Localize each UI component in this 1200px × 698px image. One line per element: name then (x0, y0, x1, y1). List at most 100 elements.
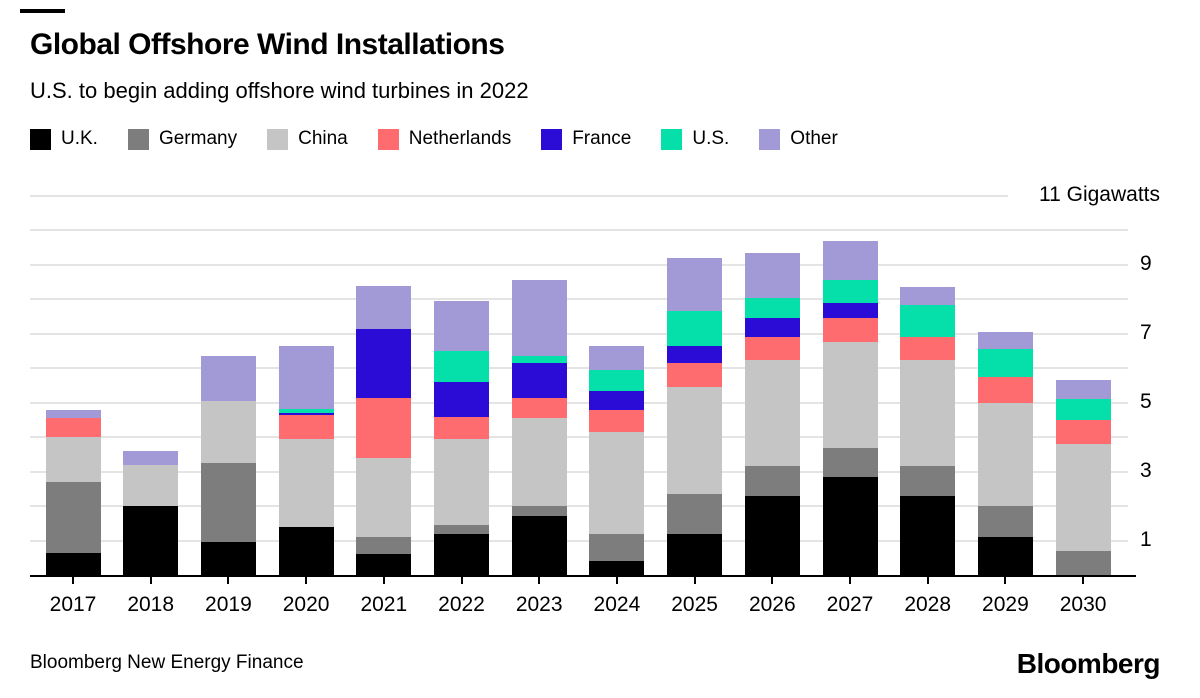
bar-segment-china-2029 (977, 402, 1033, 507)
bar-segment-germany-2025 (667, 494, 723, 534)
x-axis-tick-2025 (693, 577, 696, 584)
bar-segment-france-2020 (278, 412, 334, 415)
bar-segment-china-2025 (667, 387, 723, 495)
legend-item-china: China (267, 128, 348, 150)
bar-segment-china-2021 (356, 457, 412, 538)
x-axis-tick-2030 (1082, 577, 1085, 584)
bar-segment-france-2027 (822, 302, 878, 319)
bar-segment-us-2023 (511, 356, 567, 364)
bar-segment-us-2027 (822, 280, 878, 303)
x-axis-label-2025: 2025 (671, 593, 718, 616)
bar-segment-netherlands-2028 (900, 337, 956, 360)
legend-label: Other (790, 128, 838, 149)
bar-segment-other-2022 (434, 301, 489, 352)
x-axis-label-2020: 2020 (282, 593, 330, 616)
bar-segment-uk-2019 (200, 542, 256, 575)
x-axis-tick-2021 (382, 577, 385, 584)
x-axis-label-2017: 2017 (49, 593, 97, 616)
bar-segment-germany-2022 (434, 525, 489, 534)
gridline-11 (30, 195, 1008, 197)
bloomberg-logo: Bloomberg (1016, 648, 1161, 679)
bar-segment-uk-2029 (977, 537, 1033, 575)
x-axis-label-2030: 2030 (1059, 593, 1107, 616)
legend-swatch (30, 128, 51, 150)
bar-segment-netherlands-2024 (589, 409, 645, 432)
bar-segment-other-2029 (977, 332, 1033, 350)
bar-segment-netherlands-2021 (356, 397, 412, 458)
bar-segment-germany-2026 (744, 466, 800, 496)
bar-segment-us-2030 (1055, 399, 1111, 420)
legend-swatch (267, 128, 289, 150)
top-accent-dash (20, 9, 65, 13)
bar-segment-other-2026 (744, 252, 800, 298)
bar-segment-china-2027 (822, 342, 878, 448)
bar-segment-netherlands-2022 (434, 416, 489, 439)
gridline-3 (30, 470, 1128, 473)
bar-segment-china-2017 (45, 437, 101, 482)
legend: U.K. Germany China Netherlands France U.S. Oth… (30, 128, 868, 150)
bar-segment-germany-2024 (589, 533, 645, 562)
gridline-7 (30, 332, 1128, 335)
bar-segment-netherlands-2029 (977, 376, 1033, 403)
y-axis-tick-3: 3 (1140, 458, 1152, 482)
bar-segment-netherlands-2023 (511, 397, 567, 419)
bar-segment-germany-2028 (900, 466, 956, 496)
bar-segment-germany-2023 (511, 506, 567, 517)
legend-item-germany: Germany (127, 128, 237, 150)
gridline-4 (30, 436, 1128, 439)
legend-swatch (541, 128, 563, 150)
bar-segment-china-2020 (278, 438, 334, 527)
legend-swatch (661, 128, 683, 150)
bar-segment-other-2024 (589, 345, 645, 370)
bar-segment-other-2027 (822, 240, 878, 281)
bar-segment-china-2024 (589, 432, 645, 534)
bar-segment-uk-2018 (123, 506, 179, 575)
gridline-5 (30, 401, 1128, 404)
x-axis-tick-2020 (305, 577, 308, 584)
gridline-10 (30, 229, 1128, 232)
x-axis-tick-2023 (538, 577, 541, 584)
bar-segment-uk-2028 (900, 495, 956, 575)
bar-segment-other-2021 (356, 285, 412, 329)
bar-segment-us-2024 (589, 369, 645, 391)
legend-item-netherlands: Netherlands (377, 128, 511, 150)
y-axis-unit-label: 11 Gigawatts (1038, 183, 1160, 206)
bar-segment-uk-2020 (278, 526, 334, 575)
bar-segment-france-2023 (511, 363, 567, 398)
legend-label: China (298, 128, 348, 149)
legend-label: U.K. (61, 128, 98, 149)
bar-segment-other-2019 (200, 356, 256, 401)
bar-segment-other-2020 (278, 345, 334, 410)
bar-segment-germany-2027 (822, 447, 878, 477)
legend-item-france: France (541, 128, 631, 150)
x-axis-label-2023: 2023 (515, 593, 563, 616)
bar-segment-china-2026 (744, 359, 800, 467)
bar-segment-netherlands-2020 (278, 414, 334, 439)
bar-segment-netherlands-2017 (45, 418, 101, 438)
bar-segment-france-2024 (589, 390, 645, 410)
x-axis-label-2027: 2027 (826, 593, 874, 616)
x-axis-tick-2028 (926, 577, 929, 584)
x-axis-tick-2029 (1004, 577, 1007, 584)
bar-segment-us-2026 (744, 297, 800, 319)
bar-segment-us-2020 (278, 409, 334, 413)
bar-segment-uk-2021 (356, 554, 412, 575)
bar-segment-germany-2019 (200, 463, 256, 543)
bar-segment-china-2018 (123, 464, 179, 507)
bar-segment-china-2023 (511, 418, 567, 507)
x-axis-tick-2026 (771, 577, 774, 584)
bar-segment-other-2030 (1055, 380, 1111, 400)
bar-segment-other-2023 (511, 280, 567, 357)
bar-segment-germany-2030 (1055, 550, 1111, 575)
bar-segment-us-2028 (900, 304, 956, 338)
bar-segment-uk-2024 (589, 561, 645, 575)
bar-segment-germany-2021 (356, 537, 412, 555)
legend-item-other: Other (759, 128, 838, 150)
bar-segment-netherlands-2027 (822, 318, 878, 343)
bar-segment-us-2025 (667, 311, 723, 346)
legend-item-us: U.S. (661, 128, 729, 150)
bar-segment-france-2025 (667, 345, 723, 364)
x-axis-label-2021: 2021 (360, 593, 408, 616)
legend-swatch (127, 128, 149, 150)
